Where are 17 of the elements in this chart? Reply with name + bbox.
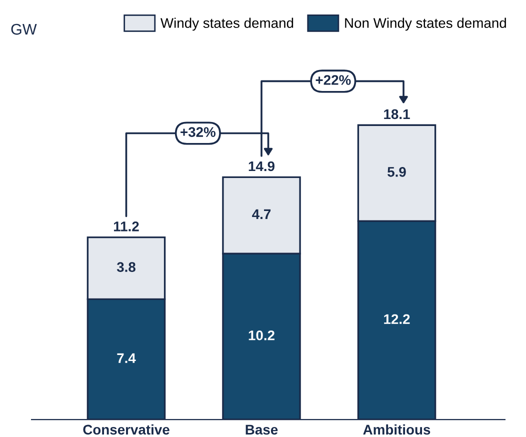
text: +22% <box>316 75 351 85</box>
annotation: +32% <box>180 127 216 138</box>
data-label: 7.4 <box>117 353 136 363</box>
data-label: 3.8 <box>116 262 136 272</box>
total-label: 11.2 <box>114 222 139 232</box>
x-tick-label: Ambitious <box>363 424 430 435</box>
legend-label: Non Windy states demand <box>345 18 506 31</box>
legend-label: Windy states demand <box>160 18 294 31</box>
total-label: 14.9 <box>248 161 274 172</box>
data-label: 4.7 <box>252 209 271 219</box>
data-label: 5.9 <box>388 167 406 177</box>
text: GW <box>11 24 37 35</box>
data-label: 10.2 <box>248 330 274 340</box>
x-tick-label: Base <box>246 424 278 435</box>
data-label: 12.2 <box>384 314 410 324</box>
x-tick-label: Conservative <box>83 424 170 435</box>
total-label: 18.1 <box>384 109 410 120</box>
